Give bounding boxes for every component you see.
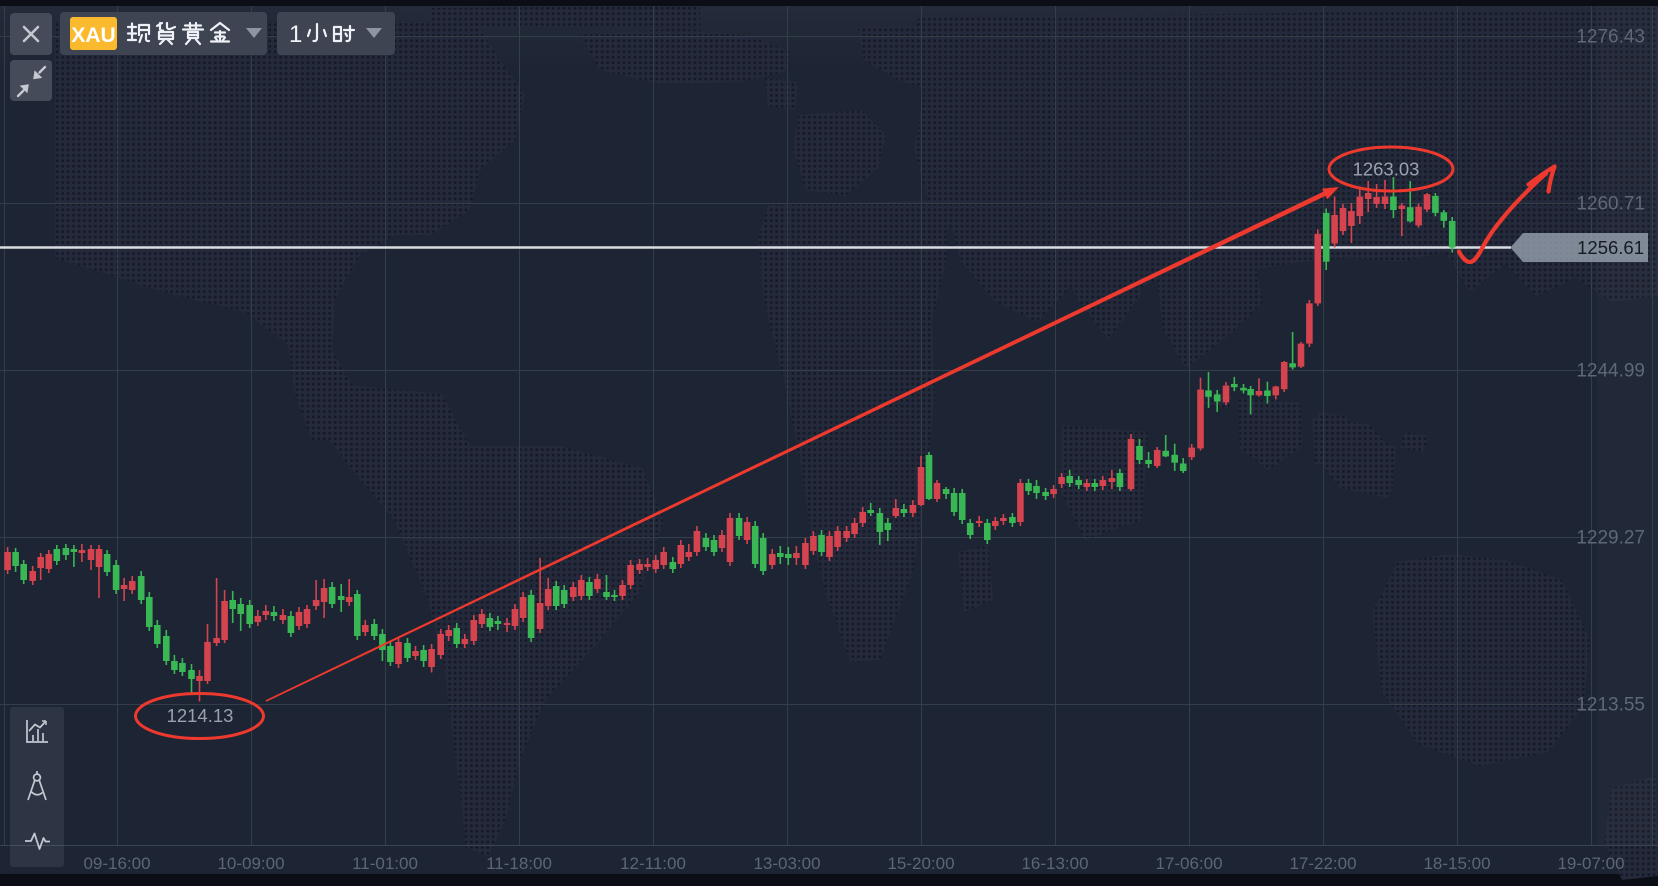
svg-text:1276.43: 1276.43 (1576, 27, 1645, 48)
svg-text:1263.03: 1263.03 (1353, 159, 1420, 180)
svg-text:1213.55: 1213.55 (1576, 695, 1645, 716)
svg-text:1: 1 (289, 21, 302, 48)
svg-text:10-09:00: 10-09:00 (217, 854, 284, 873)
svg-text:19-07:00: 19-07:00 (1557, 854, 1624, 873)
svg-text:15-20:00: 15-20:00 (887, 854, 954, 873)
svg-text:1260.71: 1260.71 (1576, 194, 1645, 215)
svg-text:09-16:00: 09-16:00 (83, 854, 150, 873)
svg-text:12-11:00: 12-11:00 (620, 854, 686, 873)
svg-text:17-22:00: 17-22:00 (1289, 854, 1356, 873)
svg-text:16-13:00: 16-13:00 (1021, 854, 1088, 873)
svg-text:11-01:00: 11-01:00 (352, 854, 418, 873)
svg-text:13-03:00: 13-03:00 (753, 854, 820, 873)
svg-text:XAU: XAU (71, 24, 115, 47)
svg-text:11-18:00: 11-18:00 (486, 854, 552, 873)
svg-text:18-15:00: 18-15:00 (1423, 854, 1490, 873)
svg-text:17-06:00: 17-06:00 (1155, 854, 1222, 873)
svg-text:1229.27: 1229.27 (1576, 528, 1645, 549)
svg-text:1214.13: 1214.13 (167, 705, 234, 726)
svg-text:1256.61: 1256.61 (1577, 237, 1644, 258)
svg-text:1244.99: 1244.99 (1576, 361, 1645, 382)
